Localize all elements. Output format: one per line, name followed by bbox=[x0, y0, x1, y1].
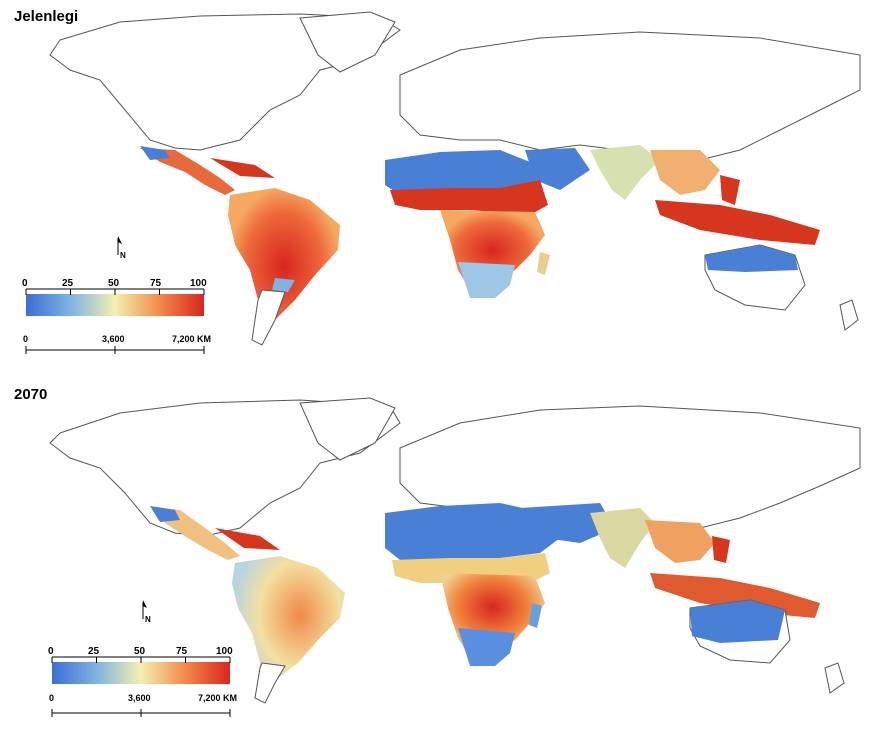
caribbean bbox=[210, 158, 275, 178]
north-america bbox=[49, 13, 401, 151]
legend-tick: 0 bbox=[48, 646, 54, 657]
mexico-blue bbox=[150, 506, 180, 522]
south-america bbox=[228, 188, 340, 345]
southern-africa bbox=[458, 262, 515, 298]
new-zealand bbox=[824, 662, 845, 694]
legend-tick: 25 bbox=[62, 278, 74, 289]
legend-gradient bbox=[26, 294, 204, 316]
eurasia bbox=[399, 31, 861, 166]
mexico-blue bbox=[140, 146, 170, 160]
india bbox=[590, 508, 655, 568]
legend-tick: 0 bbox=[22, 278, 28, 289]
greenland bbox=[299, 397, 396, 461]
philippines bbox=[712, 536, 730, 563]
new-zealand bbox=[839, 299, 859, 331]
greenland bbox=[299, 11, 396, 73]
world-map: 0 25 50 75 100 N 0 3,600 7,200 KM bbox=[48, 397, 861, 717]
scale-bar: 0 3,600 7,200 KM bbox=[23, 334, 211, 354]
north-arrow-icon: N bbox=[117, 236, 126, 260]
scale-bar: 0 3,600 7,200 KM bbox=[49, 693, 237, 717]
southeast-asia bbox=[645, 520, 715, 563]
madagascar bbox=[529, 603, 542, 628]
south-america-bluetip bbox=[272, 278, 295, 292]
southern-africa bbox=[458, 628, 515, 666]
scale-label: 3,600 bbox=[102, 334, 125, 344]
indonesia bbox=[655, 200, 820, 245]
scale-label: 3,600 bbox=[128, 693, 151, 703]
panel-title: 2070 bbox=[14, 386, 48, 403]
madagascar bbox=[537, 252, 550, 275]
north-arrow-label: N bbox=[120, 251, 126, 260]
south-america bbox=[232, 556, 345, 703]
legend-tick: 50 bbox=[108, 278, 120, 289]
south-america-south bbox=[251, 289, 286, 346]
legend-tick: 100 bbox=[190, 278, 207, 289]
north-arrow-icon: N bbox=[142, 600, 151, 624]
arabia bbox=[525, 148, 590, 190]
india bbox=[590, 145, 660, 200]
north-africa bbox=[385, 150, 545, 195]
map-panel-2070: 2070 bbox=[0, 378, 886, 734]
legend-tick: 75 bbox=[150, 278, 162, 289]
legend-tick: 75 bbox=[176, 646, 188, 657]
sahel bbox=[390, 180, 548, 215]
legend: 0 25 50 75 100 bbox=[22, 278, 207, 316]
panel-title: Jelenlegi bbox=[14, 8, 79, 25]
southeast-asia bbox=[650, 150, 720, 195]
indonesia bbox=[650, 573, 820, 618]
map-panel-current: Jelenlegi bbox=[14, 8, 861, 354]
philippines bbox=[720, 175, 740, 205]
north-arrow-label: N bbox=[145, 615, 151, 624]
australia-north bbox=[705, 245, 798, 272]
caribbean bbox=[215, 528, 280, 550]
scale-label: 7,200 KM bbox=[198, 693, 237, 703]
south-america-south bbox=[254, 662, 286, 704]
legend-tick: 25 bbox=[88, 646, 100, 657]
north-africa bbox=[385, 503, 560, 560]
scale-label: 0 bbox=[23, 334, 28, 344]
legend-gradient bbox=[52, 662, 230, 684]
australia-main bbox=[690, 600, 785, 643]
north-america bbox=[49, 399, 401, 537]
scale-label: 7,200 KM bbox=[172, 334, 211, 344]
legend: 0 25 50 75 100 bbox=[48, 646, 233, 684]
legend-tick: 50 bbox=[134, 646, 146, 657]
legend-tick: 100 bbox=[216, 646, 233, 657]
central-america bbox=[140, 148, 235, 195]
world-map: 0 25 50 75 100 N 0 3,600 7,200 KM bbox=[22, 11, 861, 354]
scale-label: 0 bbox=[49, 693, 54, 703]
